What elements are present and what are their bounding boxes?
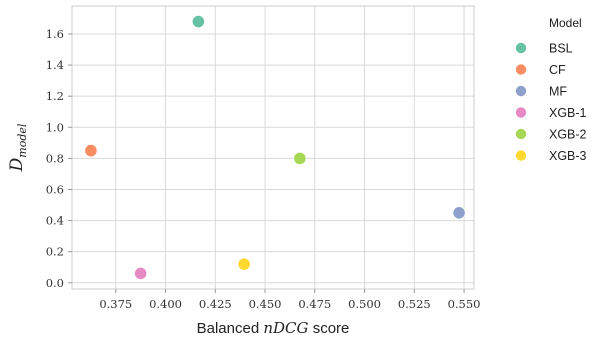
data-point-xgb-3 <box>237 257 251 271</box>
legend-marker-xgb-2 <box>515 128 527 140</box>
x-axis-label-prefix: Balanced <box>197 320 260 337</box>
y-tick-label: 0.6 <box>46 182 64 196</box>
y-tick-label: 1.4 <box>46 58 64 72</box>
y-tick-label: 0.4 <box>46 214 64 228</box>
y-axis-label-main: D <box>7 157 27 172</box>
x-tick-label: 0.425 <box>199 297 232 311</box>
y-tick-label: 0.8 <box>46 151 64 165</box>
legend-marker-bsl <box>515 42 527 54</box>
y-tick-label: 0.2 <box>46 245 64 259</box>
legend: Model BSL CF MF XGB-1 XGB-2 XGB-3 <box>515 16 587 163</box>
data-points <box>84 14 466 281</box>
legend-label-cf: CF <box>549 63 566 77</box>
grid-lines <box>72 6 474 289</box>
y-tick-label: 1.0 <box>46 120 64 134</box>
legend-marker-xgb-3 <box>515 150 527 161</box>
legend-label-xgb-3: XGB-3 <box>549 149 587 163</box>
y-tick-label: 1.6 <box>46 27 64 41</box>
legend-marker-cf <box>515 64 527 75</box>
y-tick-label: 1.2 <box>46 89 64 103</box>
x-tick-label: 0.375 <box>99 297 132 311</box>
legend-label-bsl: BSL <box>549 42 573 56</box>
data-point-mf <box>452 206 466 220</box>
data-point-xgb-1 <box>134 266 148 281</box>
y-axis-label: Dmodel <box>7 123 29 172</box>
legend-marker-xgb-1 <box>515 107 527 118</box>
legend-label-xgb-1: XGB-1 <box>549 106 587 120</box>
x-axis-label-math: nDCG <box>263 319 308 337</box>
x-tick-label: 0.475 <box>298 297 331 311</box>
x-axis-label-suffix: score <box>313 320 350 337</box>
y-axis-label-subscript: model <box>16 123 29 158</box>
legend-label-mf: MF <box>549 85 567 99</box>
x-tick-label: 0.450 <box>249 297 282 311</box>
legend-title: Model <box>549 16 582 30</box>
x-axis-label: Balanced nDCG score <box>197 319 350 337</box>
x-tick-label: 0.550 <box>448 297 481 311</box>
legend-items: BSL CF MF XGB-1 XGB-2 XGB-3 <box>515 42 587 163</box>
legend-marker-mf <box>515 85 527 97</box>
x-tick-label: 0.500 <box>348 297 381 311</box>
x-tick-label: 0.400 <box>149 297 182 311</box>
legend-label-xgb-2: XGB-2 <box>549 128 587 142</box>
data-point-bsl <box>191 14 205 29</box>
data-point-xgb-2 <box>293 151 307 165</box>
x-tick-label: 0.525 <box>398 297 431 311</box>
plot-area-frame <box>71 5 475 290</box>
y-tick-label: 0.0 <box>46 276 64 290</box>
x-axis-ticks: 0.375 0.400 0.425 0.450 0.475 0.500 0.525 0.550 <box>99 289 481 311</box>
y-axis-ticks: 0.0 0.2 0.4 0.6 0.8 1.0 1.2 1.4 1.6 <box>46 27 72 290</box>
data-point-cf <box>84 144 98 158</box>
